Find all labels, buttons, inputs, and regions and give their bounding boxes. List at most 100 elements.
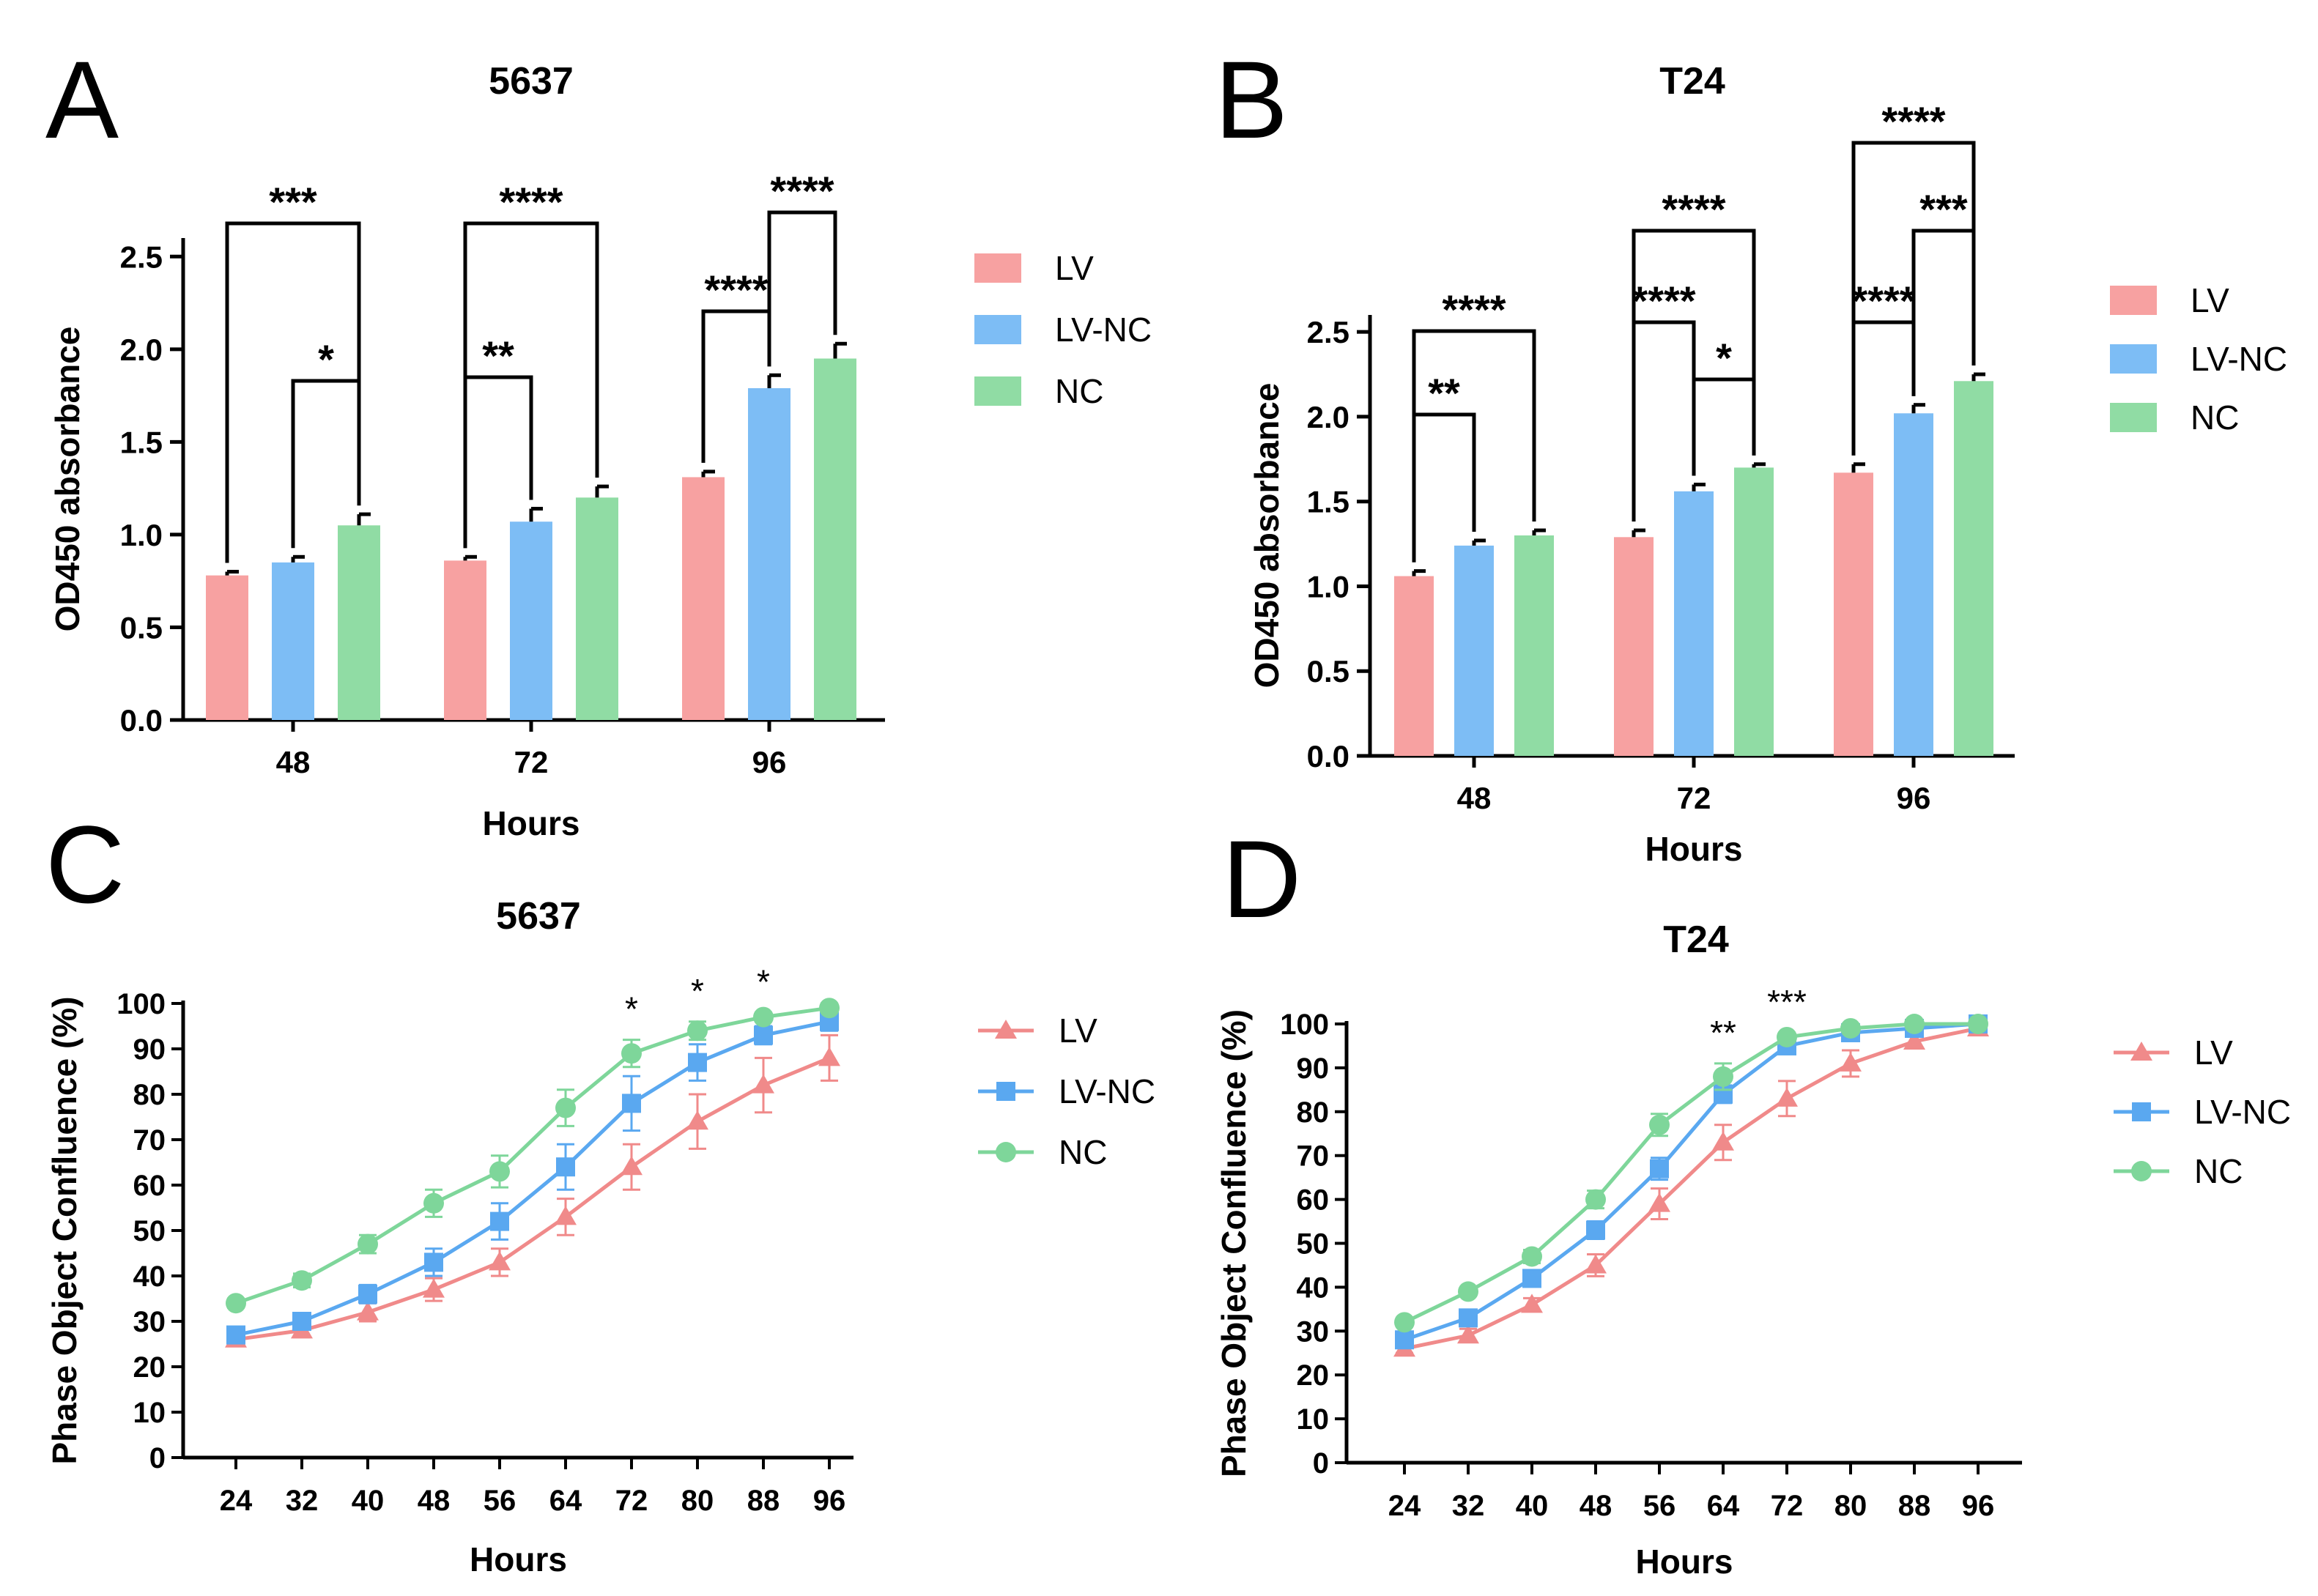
panel-a-bar-lv-nc-48	[272, 562, 314, 720]
panel-d-x-tick-label: 80	[1834, 1490, 1867, 1522]
panel-a-bar-nc-96	[814, 358, 856, 720]
panel-a-bar-nc-72	[576, 497, 618, 720]
panel-a-significance-label: ****	[770, 168, 834, 214]
panel-d-y-axis-label: Phase Object Confluence (%)	[1215, 1009, 1253, 1477]
panel-a-y-tick-label: 2.0	[120, 333, 163, 367]
panel-d-y-tick-label: 60	[1297, 1184, 1330, 1217]
panel-c-legend-label: NC	[1059, 1133, 1107, 1171]
panel-d-significance-label: **	[1710, 1014, 1736, 1052]
panel-c-point-lv	[555, 1206, 577, 1225]
panel-b-letter: B	[1215, 38, 1288, 161]
panel-c-point-lv-nc	[226, 1325, 245, 1345]
panel-a-legend-label: LV	[1055, 249, 1094, 287]
panel-b-significance-bracket	[1692, 377, 1756, 476]
panel-a-significance-label: ***	[269, 179, 317, 225]
panel-c-x-tick-label: 88	[747, 1485, 780, 1517]
panel-c-point-nc	[687, 1020, 708, 1042]
panel-c-y-tick-label: 20	[133, 1351, 166, 1384]
panel-a-plot: 0.0 0.5 1.0 1.5 2.0 2.5 OD450 absorbance 48 72 96…	[48, 168, 885, 842]
panel-a-letter: A	[45, 38, 119, 161]
panel-c-series-line-nc	[235, 1006, 830, 1305]
panel-d-series-line-nc	[1403, 1022, 1978, 1324]
panel-c-point-nc	[489, 1161, 510, 1182]
panel-b-x-axis-label: Hours	[1645, 830, 1743, 868]
panel-c-x-tick-label: 40	[352, 1485, 385, 1517]
panel-d-x-tick-label: 32	[1452, 1490, 1485, 1522]
panel-d-y-tick-label: 100	[1280, 1009, 1329, 1041]
panel-d-point-lv	[1840, 1052, 1862, 1072]
panel-c-y-tick-label: 100	[116, 988, 166, 1020]
panel-c-point-nc	[621, 1043, 642, 1064]
panel-c-point-lv	[357, 1301, 379, 1321]
panel-a-bar-lv-72	[444, 560, 486, 720]
panel-b-bar-nc-96	[1954, 381, 1993, 756]
panel-d-point-lv	[1585, 1254, 1607, 1274]
panel-d-x-tick-label: 96	[1962, 1490, 1995, 1522]
panel-a-legend: LV LV-NC NC	[974, 249, 1152, 410]
panel-a-significance-label: ****	[704, 267, 768, 313]
panel-b-significance-label: *	[1716, 335, 1732, 381]
panel-b-significance-label: ****	[1442, 286, 1506, 333]
panel-b-y-axis-label: OD450 absorbance	[1248, 383, 1286, 688]
panel-c-point-lv-nc	[358, 1284, 377, 1304]
panel-d-point-nc	[1904, 1014, 1925, 1034]
panel-c-point-lv-nc	[424, 1252, 443, 1272]
panel-c-y-tick-label: 80	[133, 1079, 166, 1111]
panel-d-point-lv	[1457, 1324, 1479, 1344]
panel-d-point-nc	[1458, 1281, 1478, 1302]
panel-b-y-tick-label: 2.5	[1307, 315, 1349, 349]
panel-d-y-tick-label: 20	[1297, 1359, 1330, 1392]
panel-c-point-nc	[226, 1293, 246, 1314]
panel-a-x-axis-label: Hours	[483, 804, 580, 842]
panel-d-y-tick-label: 40	[1297, 1272, 1330, 1304]
panel-d-legend-label: LV-NC	[2194, 1093, 2291, 1131]
panel-d-point-nc	[1968, 1014, 1988, 1034]
panel-a-y-tick-label: 1.5	[120, 425, 163, 459]
panel-d-y-tick-label: 0	[1313, 1447, 1329, 1480]
panel-d-y-tick-label: 90	[1297, 1053, 1330, 1085]
panel-b-bar-lv-nc-48	[1454, 545, 1494, 756]
panel-c-x-tick-label: 72	[615, 1485, 648, 1517]
panel-c-point-nc	[555, 1097, 576, 1118]
panel-c-point-lv-nc	[490, 1211, 509, 1231]
panel-d-point-nc	[1649, 1114, 1670, 1135]
panel-a-significance-bracket	[463, 375, 533, 549]
panel-b-legend-label: LV	[2191, 281, 2229, 319]
panel-d-legend-label: NC	[2194, 1152, 2243, 1190]
panel-a-y-tick-label: 2.5	[120, 240, 163, 274]
panel-c-point-lv	[489, 1251, 511, 1271]
panel-d: D T24 0 10 20 30 40 50 60 70 80 90 100 Phase Object…	[1215, 817, 2291, 1581]
panel-a-legend-label: NC	[1055, 372, 1103, 410]
panel-a-legend-label: LV-NC	[1055, 311, 1152, 349]
panel-d-point-nc	[1840, 1017, 1861, 1039]
panel-b-legend-swatch-lv-nc	[2110, 344, 2157, 374]
panel-c-point-nc	[819, 998, 840, 1019]
panel-c-y-tick-label: 30	[133, 1306, 166, 1338]
panel-a-significance-label: ****	[499, 179, 563, 225]
panel-b-legend-swatch-nc	[2110, 403, 2157, 432]
panel-c-series-line-lv	[235, 1056, 830, 1342]
panel-d-point-lv-nc	[1459, 1308, 1478, 1328]
panel-b-legend-label: NC	[2191, 398, 2239, 437]
panel-c-x-axis-label: Hours	[470, 1540, 567, 1578]
panel-a-bar-lv-96	[682, 477, 725, 720]
panel-b-significance-label: ****	[1851, 278, 1915, 324]
panel-c-legend-label: LV-NC	[1059, 1072, 1155, 1110]
panel-d-letter: D	[1222, 817, 1301, 940]
panel-d-x-tick-label: 48	[1580, 1490, 1612, 1522]
panel-c-legend-marker-nc	[996, 1142, 1016, 1162]
panel-b-significance-label: ****	[1881, 98, 1945, 144]
panel-c-x-tick-label: 96	[813, 1485, 846, 1517]
panel-b-x-tick-label: 72	[1677, 781, 1711, 815]
panel-c-x-tick-label: 64	[549, 1485, 582, 1517]
panel-a-significance-bracket	[767, 210, 837, 367]
panel-c-x-tick-label: 48	[418, 1485, 451, 1517]
panel-d-point-nc	[1585, 1189, 1606, 1210]
panel-d-y-tick-label: 10	[1297, 1403, 1330, 1436]
panel-b-y-tick-label: 0.0	[1307, 739, 1349, 773]
panel-d-point-lv-nc	[1586, 1220, 1605, 1240]
panel-b-legend-label: LV-NC	[2191, 340, 2287, 378]
panel-b-significance-label: ****	[1662, 186, 1725, 232]
panel-a-bar-lv-nc-96	[748, 387, 790, 720]
